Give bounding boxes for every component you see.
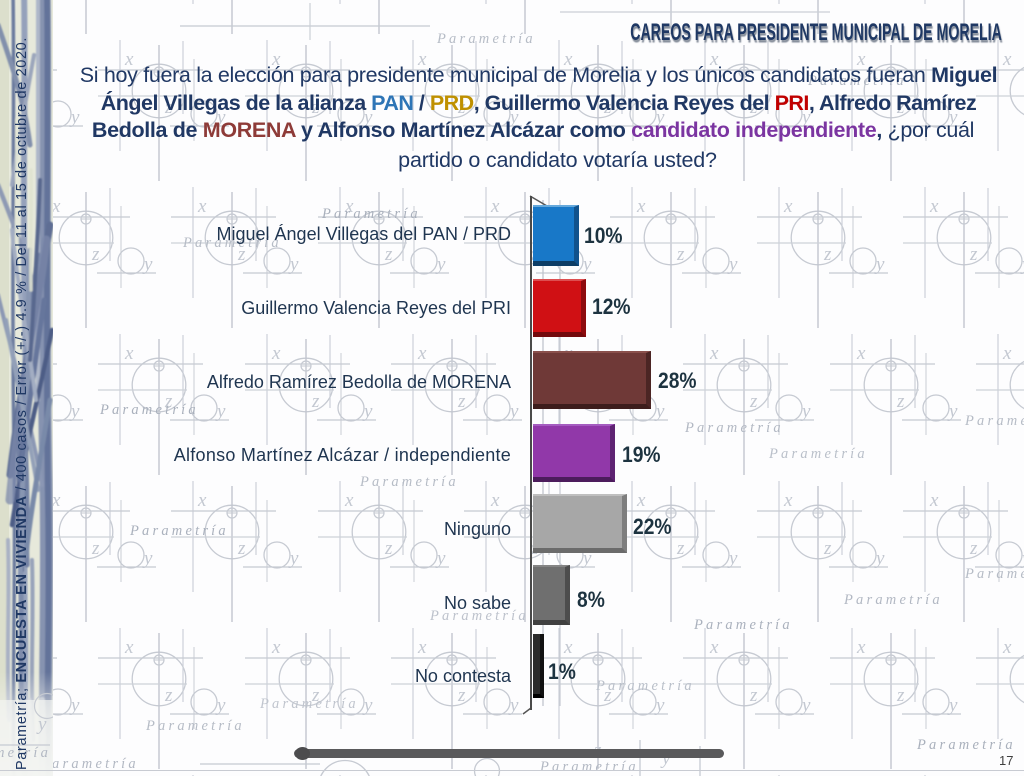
svg-text:Parametría: Parametría [182,235,282,251]
svg-text:Parametría: Parametría [259,696,359,712]
svg-text:Parametría: Parametría [807,73,907,89]
svg-text:Parametría: Parametría [964,413,1024,429]
svg-text:Parametría: Parametría [99,402,199,418]
svg-text:y: y [660,748,671,769]
svg-text:Parametría: Parametría [429,608,529,624]
svg-text:Parametría: Parametría [684,420,784,436]
svg-text:metría: metría [0,745,51,761]
svg-text:Parametría: Parametría [145,718,245,734]
svg-text:Parametría: Parametría [359,474,459,490]
svg-text:y: y [36,714,47,735]
svg-text:Parametría: Parametría [39,756,139,772]
svg-text:Parametría: Parametría [595,678,695,694]
svg-text:Parametría: Parametría [129,523,229,539]
svg-text:Parametría: Parametría [539,759,639,775]
svg-text:Parametría: Parametría [916,737,1016,753]
svg-text:Parametría: Parametría [768,446,868,462]
svg-text:Parametría: Parametría [436,31,536,47]
svg-text:Parametría: Parametría [321,206,421,222]
svg-text:Parametría: Parametría [964,566,1024,582]
svg-text:Parametría: Parametría [843,592,943,608]
svg-text:Parametría: Parametría [693,617,793,633]
